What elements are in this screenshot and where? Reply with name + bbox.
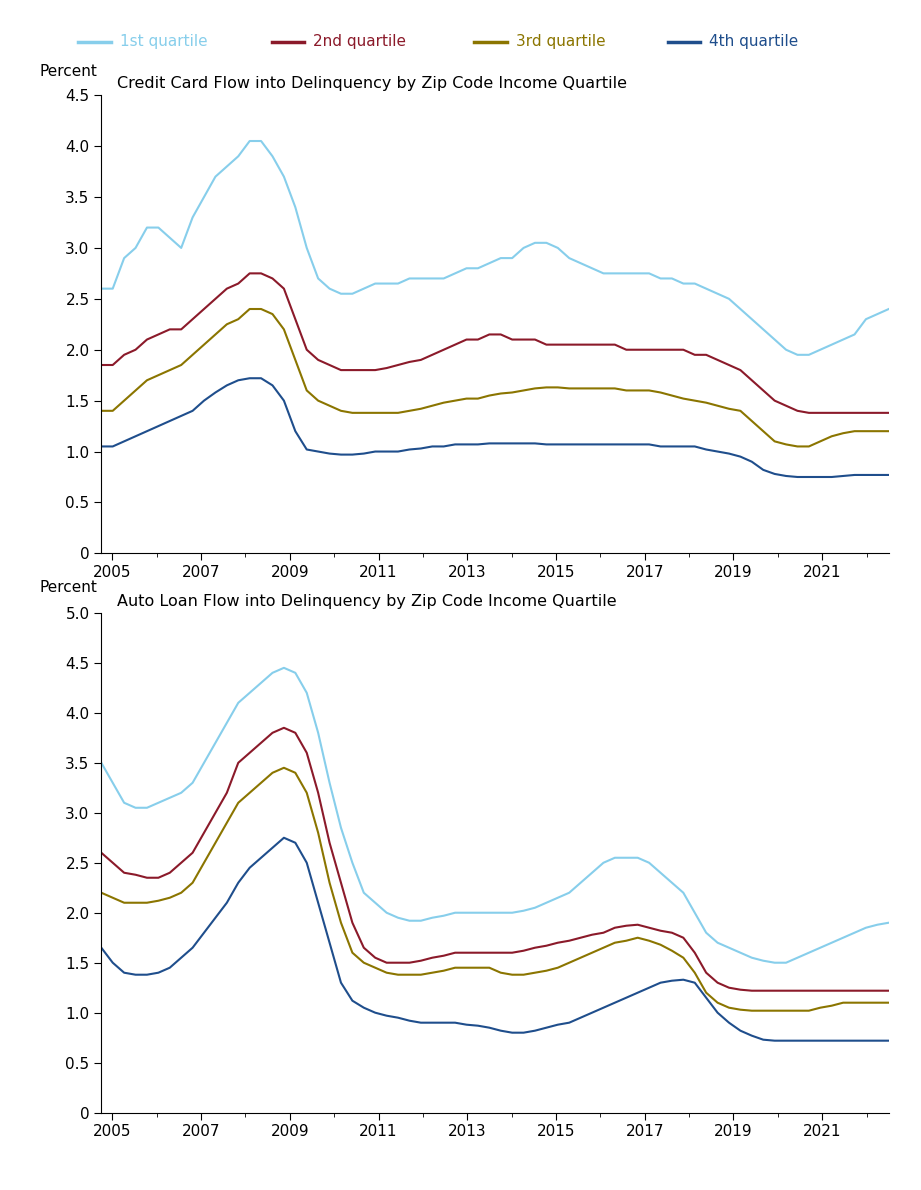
Text: 4th quartile: 4th quartile	[709, 35, 799, 49]
Text: Percent: Percent	[40, 64, 98, 80]
Text: 3rd quartile: 3rd quartile	[516, 35, 605, 49]
Text: 1st quartile: 1st quartile	[120, 35, 207, 49]
Text: Auto Loan Flow into Delinquency by Zip Code Income Quartile: Auto Loan Flow into Delinquency by Zip C…	[117, 594, 617, 609]
Text: Credit Card Flow into Delinquency by Zip Code Income Quartile: Credit Card Flow into Delinquency by Zip…	[117, 76, 627, 92]
Text: 2nd quartile: 2nd quartile	[313, 35, 406, 49]
Text: Percent: Percent	[40, 581, 98, 595]
